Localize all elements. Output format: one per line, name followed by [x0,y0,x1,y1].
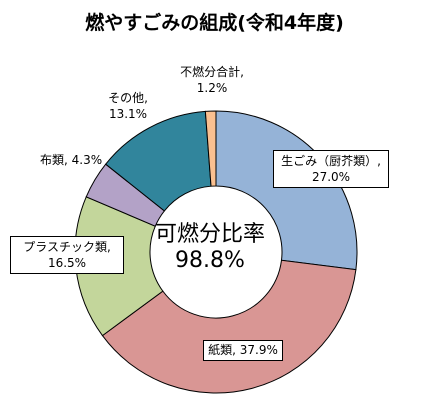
slice-label-other-value: 13.1% [108,107,148,121]
slice-label-other: その他, 13.1% [108,91,148,121]
slice-label-paper: 紙類, 37.9% [203,340,283,361]
slice-label-other-name: その他 [108,91,145,105]
slice-label-paper-value: 37.9% [239,343,278,357]
slice-label-cloth: 布類, 4.3% [40,153,103,167]
slice-label-nonburnable-name: 不燃分合計 [180,65,241,79]
center-label-title: 可燃分比率 [154,222,265,247]
center-label: 可燃分比率 98.8% [147,222,273,274]
slice-label-plastic: プラスチック類, 16.5% [10,236,124,274]
slice-label-garbage-value: 27.0% [311,170,351,184]
slice-label-plastic-value: 16.5% [47,256,87,270]
chart-title: 燃やすごみの組成(令和4年度) [85,12,344,34]
slice-label-cloth-value: 4.3% [71,153,103,167]
slice-garbage [215,110,358,271]
slice-nonburnable [204,110,217,187]
slice-label-nonburnable-value: 1.2% [196,81,228,95]
center-label-value: 98.8% [175,248,245,273]
slice-label-garbage: 生ごみ（厨芥類）, 27.0% [273,150,389,188]
slice-label-nonburnable: 不燃分合計, 1.2% [180,65,244,95]
slice-label-cloth-name: 布類 [40,153,65,167]
slice-paper [101,259,357,394]
slice-label-paper-name: 紙類 [208,343,233,357]
slice-label-plastic-name: プラスチック類 [23,240,107,254]
slice-label-garbage-name: 生ごみ（厨芥類） [281,154,378,168]
